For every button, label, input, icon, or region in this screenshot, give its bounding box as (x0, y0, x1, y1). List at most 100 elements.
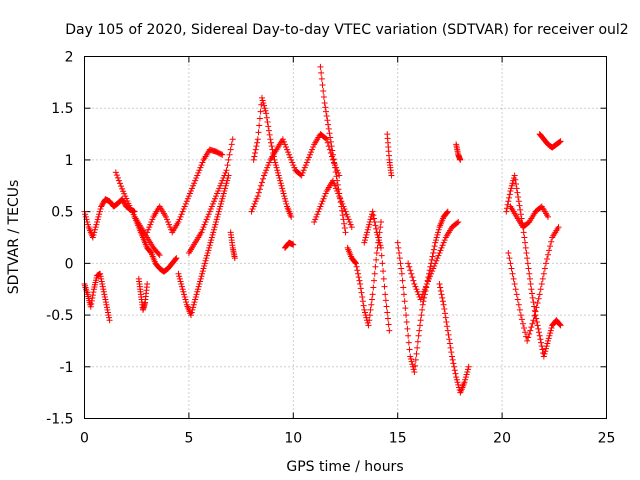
data-point (156, 252, 163, 259)
data-point (197, 278, 204, 285)
data-point (360, 302, 367, 309)
data-point (280, 190, 287, 197)
data-point (257, 182, 264, 189)
data-point (298, 172, 305, 179)
data-point (90, 289, 97, 296)
data-point (531, 312, 538, 319)
data-point (386, 327, 393, 334)
data-point (267, 136, 274, 143)
data-point (527, 327, 534, 334)
data-point (89, 234, 96, 241)
data-point (506, 255, 513, 262)
data-point (381, 283, 388, 290)
data-point (165, 218, 172, 225)
data-point (219, 177, 226, 184)
data-point (248, 208, 255, 215)
data-point (372, 222, 379, 229)
data-point (345, 216, 352, 223)
data-point (325, 125, 332, 132)
data-point (289, 159, 296, 166)
data-point (435, 252, 442, 259)
y-tick-label: 1 (65, 153, 74, 169)
data-point (505, 250, 512, 257)
data-point (434, 231, 441, 238)
data-point (216, 185, 223, 192)
data-point (403, 312, 410, 319)
data-point (518, 316, 525, 323)
data-point (251, 200, 258, 207)
data-point (517, 206, 524, 213)
data-point (223, 180, 230, 187)
data-point (317, 63, 324, 70)
data-point (288, 213, 295, 220)
series-track-h (185, 136, 236, 257)
data-point (373, 225, 380, 232)
data-point (265, 162, 272, 169)
data-point (203, 255, 210, 262)
data-point (285, 149, 292, 156)
data-point (336, 193, 343, 200)
data-point (545, 213, 552, 220)
data-point (190, 304, 197, 311)
data-point (282, 198, 289, 205)
data-point (202, 218, 209, 225)
data-point (423, 281, 430, 288)
data-point (208, 234, 215, 241)
data-point (385, 321, 392, 328)
data-point (205, 211, 212, 218)
data-point (274, 167, 281, 174)
data-point (207, 206, 214, 213)
data-point (503, 208, 510, 215)
data-point (178, 283, 185, 290)
data-point (531, 307, 538, 314)
data-point (276, 175, 283, 182)
x-tick-label: 20 (493, 431, 511, 447)
data-point (361, 306, 368, 313)
data-point (405, 332, 412, 339)
data-point (332, 168, 339, 175)
data-point (177, 213, 184, 220)
data-point (414, 338, 421, 345)
data-point (361, 239, 368, 246)
data-point (101, 293, 108, 300)
series-track-t (436, 281, 472, 396)
data-point (277, 180, 284, 187)
data-point (287, 154, 294, 161)
data-point (364, 226, 371, 233)
data-point (508, 265, 515, 272)
data-point (112, 169, 119, 176)
data-point (421, 286, 428, 293)
data-point (209, 200, 216, 207)
y-tick-labels: -1.5 -1 -0.5 0 0.5 1 1.5 2 (46, 50, 73, 428)
data-point (249, 206, 256, 213)
data-point (100, 288, 107, 295)
data-point (277, 177, 284, 184)
data-point (406, 263, 413, 270)
data-point (265, 127, 272, 134)
data-point (522, 239, 529, 246)
data-point (540, 270, 547, 277)
data-point (301, 164, 308, 171)
data-point (530, 317, 537, 324)
data-point (200, 224, 207, 231)
data-point (367, 306, 374, 313)
data-point (464, 366, 471, 373)
data-point (147, 221, 154, 228)
data-point (310, 144, 317, 150)
data-point (556, 321, 563, 328)
data-point (359, 293, 366, 300)
data-point (339, 200, 346, 207)
data-point (302, 162, 309, 169)
data-point (437, 284, 444, 291)
data-point (548, 238, 555, 245)
data-point (419, 306, 426, 313)
data-point (405, 260, 412, 267)
data-point (98, 278, 105, 285)
chart-title: Day 105 of 2020, Sidereal Day-to-day VTE… (65, 22, 628, 38)
data-point (194, 286, 201, 293)
data-point (94, 216, 101, 223)
data-point (408, 270, 415, 277)
data-point (418, 312, 425, 319)
data-point (100, 286, 107, 293)
